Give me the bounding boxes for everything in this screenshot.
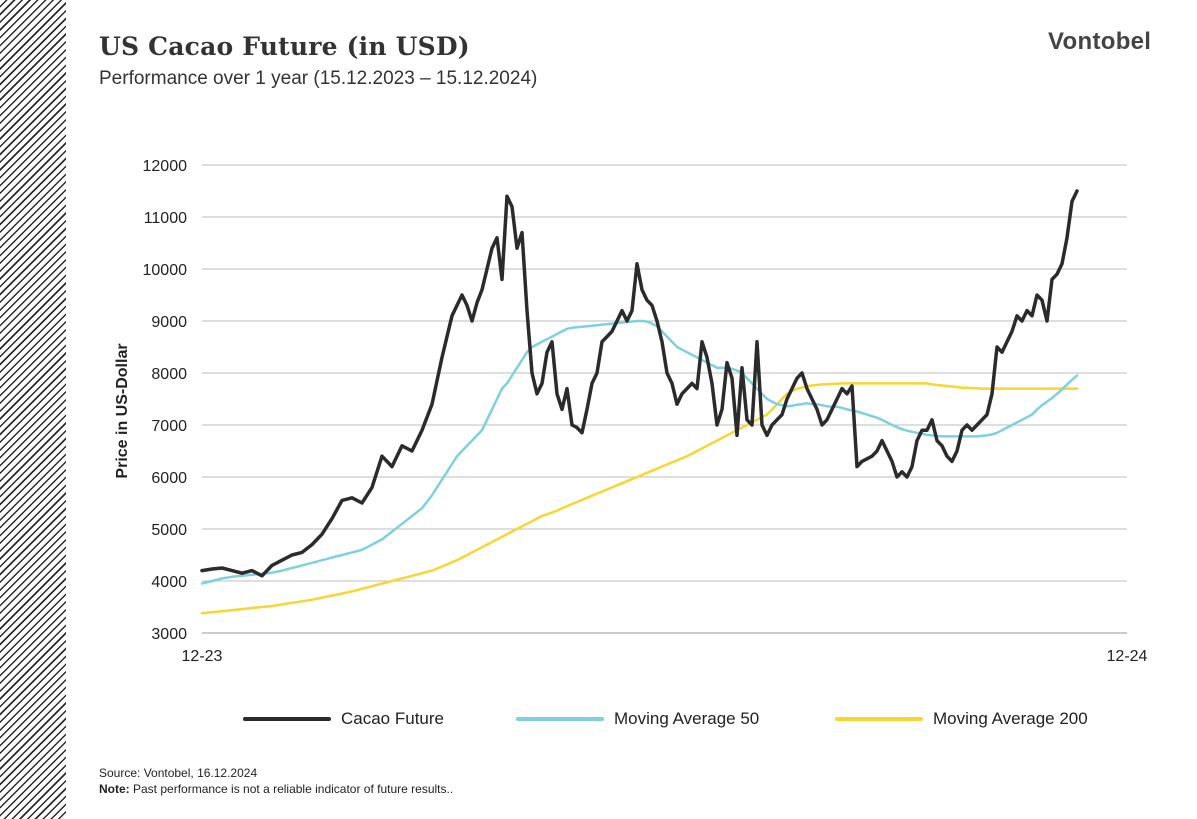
y-tick-label: 8000: [151, 366, 187, 383]
y-tick-label: 11000: [144, 210, 187, 227]
chart-subtitle: Performance over 1 year (15.12.2023 – 15…: [99, 68, 538, 89]
legend-swatch-cacao: [243, 717, 331, 721]
footer: Source: Vontobel, 16.12.2024 Note: Past …: [99, 765, 453, 797]
legend-cacao-future: Cacao Future: [243, 708, 444, 730]
note-line: Note: Past performance is not a reliable…: [99, 781, 453, 797]
decorative-hatch-bar: [0, 0, 66, 819]
legend-label-ma200: Moving Average 200: [933, 709, 1088, 728]
series-line-moving-average-50: [200, 319, 1079, 585]
y-tick-label: 12000: [143, 158, 188, 175]
chart-title: US Cacao Future (in USD): [99, 32, 470, 61]
y-tick-label: 4000: [151, 574, 187, 591]
source-text: Source: Vontobel, 16.12.2024: [99, 766, 258, 780]
series-line-moving-average-200: [200, 382, 1079, 615]
y-tick-label: 10000: [143, 262, 188, 279]
x-tick-label: 12-24: [1107, 648, 1148, 665]
legend-ma50: Moving Average 50: [516, 708, 759, 730]
brand-logo: Vontobel: [1048, 28, 1152, 55]
y-tick-label: 5000: [151, 522, 187, 539]
legend-swatch-ma200: [835, 717, 923, 721]
y-tick-label: 6000: [151, 470, 187, 487]
note-text: Past performance is not a reliable indic…: [129, 782, 454, 796]
legend-swatch-ma50: [516, 717, 604, 721]
y-tick-label: 3000: [151, 626, 187, 643]
y-tick-label: 9000: [151, 314, 187, 331]
legend-ma200: Moving Average 200: [835, 708, 1088, 730]
x-tick-label: 12-23: [182, 648, 223, 665]
y-axis-label: Price in US-Dollar: [114, 343, 131, 478]
legend-label-cacao: Cacao Future: [341, 709, 444, 728]
y-tick-label: 7000: [151, 418, 187, 435]
legend-label-ma50: Moving Average 50: [614, 709, 760, 728]
note-label: Note:: [99, 782, 130, 796]
series-line-cacao-future: [200, 189, 1079, 578]
